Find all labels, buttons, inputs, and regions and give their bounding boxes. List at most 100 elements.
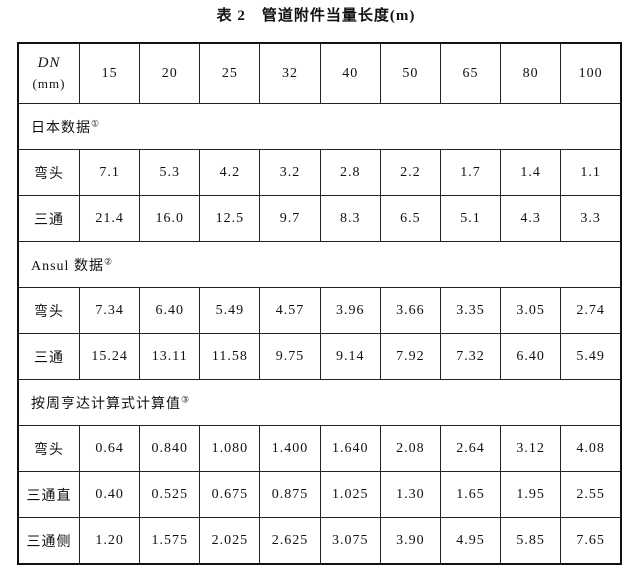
table-title: 表 2 管道附件当量长度(m): [216, 8, 416, 24]
table-row: 三通 21.4 16.0 12.5 9.7 8.3 6.5 5.1 4.3 3.3: [17, 195, 622, 242]
column-header: 32: [259, 42, 321, 104]
value-cell: 0.875: [259, 471, 321, 518]
value-cell: 3.05: [500, 287, 562, 334]
column-header: 100: [560, 42, 622, 104]
value-cell: 7.32: [439, 333, 502, 380]
row-label: 三通: [17, 333, 80, 380]
value-cell: 6.40: [139, 287, 201, 334]
value-cell: 1.025: [319, 471, 381, 518]
value-cell: 9.75: [259, 333, 321, 380]
table-row: 弯头 0.64 0.840 1.080 1.400 1.640 2.08 2.64 3.12 4.…: [17, 425, 622, 472]
section-title-cell: 日本数据①: [17, 103, 622, 150]
value-cell: 2.8: [319, 149, 381, 196]
value-cell: 12.5: [199, 195, 261, 242]
value-cell: 3.3: [560, 195, 622, 242]
value-cell: 1.640: [319, 425, 381, 472]
value-cell: 2.55: [560, 471, 622, 518]
value-cell: 2.64: [439, 425, 502, 472]
table-row: 三通 15.24 13.11 11.58 9.75 9.14 7.92 7.32 6.40 5.4…: [17, 333, 622, 380]
value-cell: 3.12: [500, 425, 562, 472]
value-cell: 7.65: [560, 517, 622, 565]
column-header: 50: [379, 42, 441, 104]
value-cell: 7.92: [379, 333, 441, 380]
value-cell: 3.96: [319, 287, 381, 334]
value-cell: 0.64: [78, 425, 141, 472]
column-header: 40: [319, 42, 381, 104]
value-cell: 4.2: [199, 149, 261, 196]
row-label: 三通: [17, 195, 80, 242]
value-cell: 5.49: [560, 333, 622, 380]
value-cell: 8.3: [319, 195, 381, 242]
value-cell: 3.075: [319, 517, 381, 565]
value-cell: 7.34: [78, 287, 141, 334]
dn-label: DN: [37, 55, 61, 71]
footnote-marker: ②: [103, 255, 114, 266]
value-cell: 1.080: [199, 425, 261, 472]
table-row: 三通侧 1.20 1.575 2.025 2.625 3.075 3.90 4.95 5.85 7…: [17, 517, 622, 565]
value-cell: 1.4: [500, 149, 562, 196]
column-header: 80: [500, 42, 562, 104]
section-row: Ansul 数据②: [17, 241, 622, 288]
equivalent-length-table: DN (mm) 15 20 25 32 40 50 65 80 100 日本数据① 弯头 7.1 5.3 4.…: [17, 42, 622, 565]
value-cell: 1.400: [259, 425, 321, 472]
value-cell: 3.35: [439, 287, 502, 334]
value-cell: 2.025: [199, 517, 261, 565]
column-header: 20: [139, 42, 201, 104]
section-title: Ansul 数据: [31, 258, 104, 274]
value-cell: 13.11: [139, 333, 201, 380]
dn-header-cell: DN (mm): [17, 42, 80, 104]
value-cell: 9.14: [319, 333, 381, 380]
value-cell: 11.58: [199, 333, 261, 380]
value-cell: 2.2: [379, 149, 441, 196]
value-cell: 0.40: [78, 471, 141, 518]
value-cell: 6.5: [379, 195, 441, 242]
column-header: 65: [439, 42, 502, 104]
dn-unit: (mm): [32, 76, 66, 91]
value-cell: 3.2: [259, 149, 321, 196]
table-row: 三通直 0.40 0.525 0.675 0.875 1.025 1.30 1.65 1.95 2…: [17, 471, 622, 518]
section-title-cell: Ansul 数据②: [17, 241, 622, 288]
value-cell: 4.95: [439, 517, 502, 565]
section-row: 按周亨达计算式计算值③: [17, 379, 622, 426]
value-cell: 5.3: [139, 149, 201, 196]
value-cell: 3.66: [379, 287, 441, 334]
value-cell: 0.675: [199, 471, 261, 518]
value-cell: 0.840: [139, 425, 201, 472]
value-cell: 5.85: [500, 517, 562, 565]
section-title: 日本数据: [31, 120, 91, 136]
row-label: 三通直: [17, 471, 80, 518]
value-cell: 1.65: [439, 471, 502, 518]
value-cell: 1.1: [560, 149, 622, 196]
footnote-marker: ①: [91, 117, 101, 128]
value-cell: 3.90: [379, 517, 441, 565]
value-cell: 2.08: [379, 425, 441, 472]
value-cell: 1.575: [139, 517, 201, 565]
section-row: 日本数据①: [17, 103, 622, 150]
table-row: 弯头 7.1 5.3 4.2 3.2 2.8 2.2 1.7 1.4 1.1: [17, 149, 622, 196]
value-cell: 2.625: [259, 517, 321, 565]
footnote-marker: ③: [181, 393, 191, 404]
section-title-cell: 按周亨达计算式计算值③: [17, 379, 622, 426]
value-cell: 5.1: [439, 195, 502, 242]
section-title: 按周亨达计算式计算值: [31, 396, 181, 412]
value-cell: 9.7: [259, 195, 321, 242]
row-label: 弯头: [17, 287, 80, 334]
value-cell: 5.49: [199, 287, 261, 334]
row-label: 三通侧: [17, 517, 80, 565]
value-cell: 1.20: [78, 517, 141, 565]
value-cell: 1.30: [379, 471, 441, 518]
value-cell: 15.24: [78, 333, 141, 380]
row-label: 弯头: [17, 149, 80, 196]
value-cell: 1.95: [500, 471, 562, 518]
value-cell: 4.08: [560, 425, 622, 472]
value-cell: 21.4: [78, 195, 141, 242]
header-row: DN (mm) 15 20 25 32 40 50 65 80 100: [17, 42, 622, 104]
column-header: 25: [199, 42, 261, 104]
column-header: 15: [78, 42, 141, 104]
value-cell: 4.57: [259, 287, 321, 334]
value-cell: 7.1: [78, 149, 141, 196]
value-cell: 6.40: [500, 333, 562, 380]
row-label: 弯头: [17, 425, 80, 472]
table-row: 弯头 7.34 6.40 5.49 4.57 3.96 3.66 3.35 3.05 2.74: [17, 287, 622, 334]
value-cell: 0.525: [139, 471, 201, 518]
